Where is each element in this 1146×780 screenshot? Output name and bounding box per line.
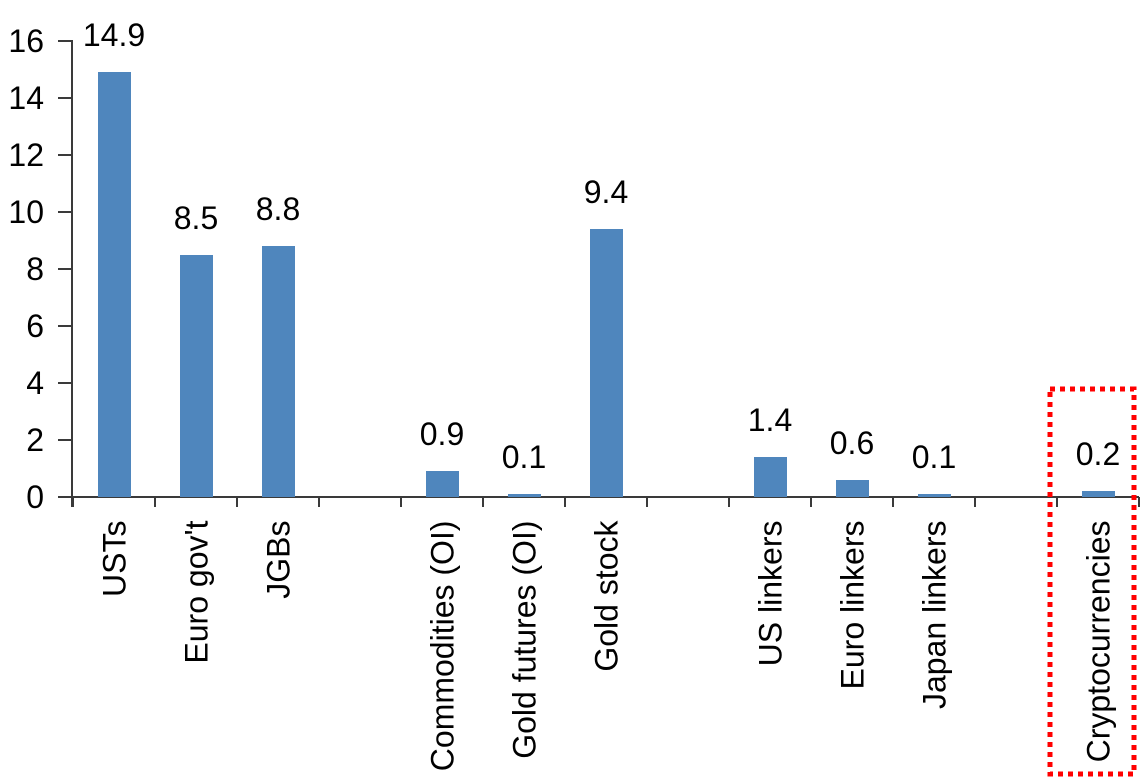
bar-japan-linkers — [917, 494, 951, 497]
y-tick — [58, 382, 73, 384]
category-label-japan-linkers: Japan linkers — [916, 520, 952, 709]
value-label: 8.8 — [255, 191, 301, 228]
value-label: 0.1 — [911, 439, 957, 476]
category-label-usts: USTs — [96, 520, 132, 597]
value-label: 1.4 — [747, 402, 793, 439]
x-tick — [892, 497, 894, 507]
value-label: 8.5 — [173, 199, 219, 236]
category-label-gold-stock: Gold stock — [588, 520, 624, 672]
bar-cryptocurrencies — [1081, 491, 1115, 497]
x-tick — [810, 497, 812, 507]
bar-commodities-oi- — [425, 471, 459, 497]
highlight-box-border — [1047, 386, 1137, 777]
y-tick-label: 4 — [26, 365, 44, 401]
y-tick — [58, 496, 73, 498]
bar-jgbs — [261, 246, 295, 497]
category-label-euro-linkers: Euro linkers — [834, 520, 870, 689]
value-label: 0.6 — [829, 424, 875, 461]
y-axis — [71, 40, 73, 507]
bar-euro-linkers — [835, 479, 869, 497]
category-label-euro-gov-t: Euro gov't — [178, 520, 214, 664]
y-tick — [58, 211, 73, 213]
y-tick-label: 0 — [26, 479, 44, 515]
y-tick — [58, 154, 73, 156]
category-label-commodities-oi-: Commodities (OI) — [424, 520, 460, 771]
x-tick — [1138, 497, 1140, 507]
y-tick — [58, 325, 73, 327]
highlight-box — [1047, 386, 1137, 777]
bar-gold-stock — [589, 229, 623, 497]
bar-us-linkers — [753, 457, 787, 497]
y-tick — [58, 40, 73, 42]
x-tick — [564, 497, 566, 507]
x-tick — [482, 497, 484, 507]
value-label: 0.9 — [419, 416, 465, 453]
x-tick — [974, 497, 976, 507]
y-tick-label: 10 — [8, 194, 44, 230]
y-tick — [58, 268, 73, 270]
y-tick-label: 14 — [8, 80, 44, 116]
value-label: 0.2 — [1075, 436, 1121, 473]
y-tick-label: 16 — [8, 23, 44, 59]
x-tick — [154, 497, 156, 507]
x-tick — [318, 497, 320, 507]
value-label: 14.9 — [82, 17, 146, 54]
y-tick-label: 12 — [8, 137, 44, 173]
x-tick — [72, 497, 74, 507]
bar-euro-gov-t — [179, 254, 213, 497]
x-tick — [1056, 497, 1058, 507]
x-tick — [236, 497, 238, 507]
y-tick — [58, 97, 73, 99]
bar-gold-futures-oi- — [507, 494, 541, 497]
category-label-gold-futures-oi-: Gold futures (OI) — [506, 520, 542, 759]
y-tick-label: 6 — [26, 308, 44, 344]
category-label-jgbs: JGBs — [260, 520, 296, 599]
y-tick-label: 2 — [26, 422, 44, 458]
x-axis — [71, 496, 1139, 498]
y-tick — [58, 439, 73, 441]
bar-usts — [97, 72, 131, 497]
y-tick-label: 8 — [26, 251, 44, 287]
value-label: 0.1 — [501, 439, 547, 476]
x-tick — [728, 497, 730, 507]
x-tick — [646, 497, 648, 507]
x-tick — [400, 497, 402, 507]
category-label-us-linkers: US linkers — [752, 520, 788, 666]
value-label: 9.4 — [583, 174, 629, 211]
